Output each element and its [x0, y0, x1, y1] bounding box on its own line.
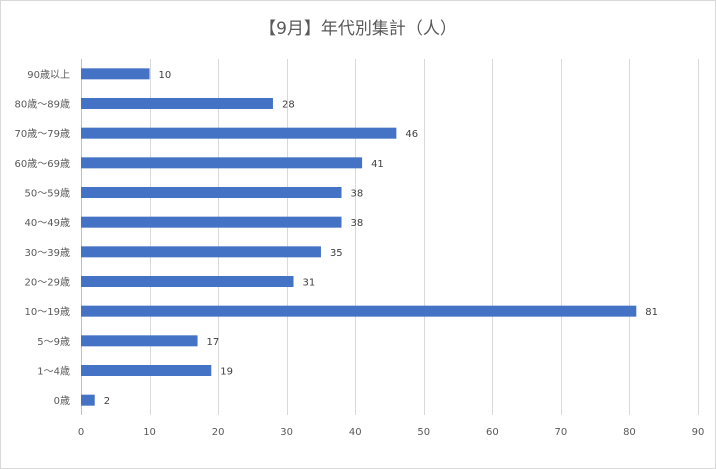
gridlines	[81, 59, 699, 415]
x-tick-label: 60	[486, 427, 499, 438]
data-label: 38	[351, 218, 364, 229]
data-label: 19	[220, 367, 233, 378]
x-tick-label: 10	[143, 427, 156, 438]
category-label: 80歳〜89歳	[15, 99, 70, 111]
data-label: 38	[351, 189, 364, 200]
bar	[81, 305, 637, 317]
category-label: 0歳	[54, 395, 70, 407]
x-tick-label: 20	[212, 427, 225, 438]
bar	[81, 365, 212, 376]
data-label: 46	[405, 129, 418, 140]
data-label: 41	[371, 159, 384, 170]
bar	[81, 335, 198, 347]
category-label: 1〜4歳	[37, 366, 70, 378]
category-label: 20〜29歳	[25, 277, 70, 289]
category-label: 90歳以上	[27, 69, 70, 81]
x-tick-label: 30	[280, 427, 293, 438]
bars: 10 28 46 41 38 38 35 31 81 17 19 2	[81, 68, 658, 407]
x-axis-ticks: 0 10 20 30 40 50 60 70 80 90	[78, 427, 705, 438]
bar	[81, 276, 294, 287]
category-label: 50〜59歳	[25, 188, 70, 200]
data-label: 10	[159, 70, 172, 81]
category-label: 60歳〜69歳	[15, 158, 70, 170]
category-label: 30〜39歳	[25, 247, 70, 259]
category-label: 5〜9歳	[37, 336, 70, 348]
x-tick-label: 80	[623, 427, 636, 438]
data-label: 17	[207, 337, 220, 348]
bar	[81, 98, 273, 109]
data-label: 81	[645, 307, 658, 318]
bar	[81, 68, 150, 80]
category-labels: 90歳以上 80歳〜89歳 70歳〜79歳 60歳〜69歳 50〜59歳 40〜49歳 30…	[15, 69, 70, 407]
data-label: 35	[330, 248, 343, 259]
category-label: 40〜49歳	[25, 217, 70, 229]
x-tick-label: 50	[417, 427, 430, 438]
data-label: 31	[303, 278, 316, 289]
x-tick-label: 40	[349, 427, 362, 438]
bar	[81, 187, 342, 198]
bar	[81, 216, 342, 228]
x-tick-label: 0	[78, 427, 84, 438]
data-label: 2	[104, 396, 110, 407]
bar	[81, 394, 95, 406]
chart-title: 【9月】年代別集計（人）	[259, 19, 457, 39]
x-tick-label: 90	[692, 427, 705, 438]
data-label: 28	[282, 100, 295, 111]
bar	[81, 127, 397, 139]
bar	[81, 157, 363, 169]
bar	[81, 246, 321, 258]
category-label: 70歳〜79歳	[15, 128, 70, 140]
category-label: 10〜19歳	[25, 306, 70, 318]
x-tick-label: 70	[555, 427, 568, 438]
